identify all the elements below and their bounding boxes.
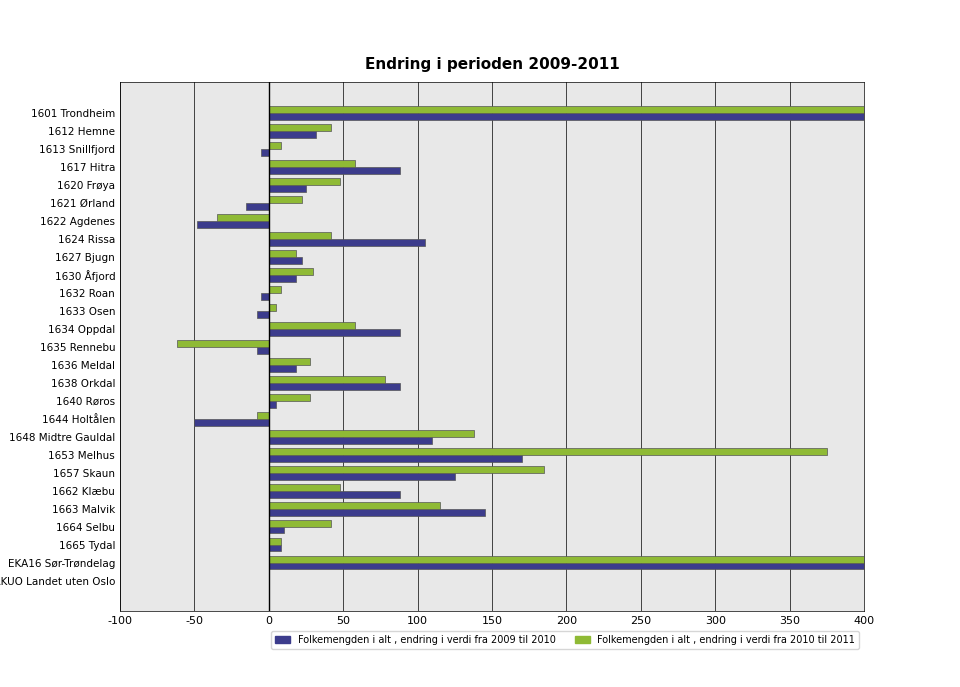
Bar [269,239,425,246]
Bar [269,466,544,473]
Bar [269,437,432,444]
Bar [269,401,276,407]
Bar [269,286,280,293]
Bar [269,455,522,462]
Bar [269,160,355,167]
Bar [269,520,331,527]
Legend: Folkemengden i alt , endring i verdi fra 2009 til 2010, Folkemengden i alt , end: Folkemengden i alt , endring i verdi fra… [272,631,859,649]
Bar [194,419,269,426]
Bar [217,214,269,221]
Bar [269,275,296,282]
Bar [269,365,296,372]
Bar [261,293,269,300]
Bar [269,304,276,311]
Bar [269,268,313,275]
Bar [269,257,301,264]
Bar [269,508,485,515]
Bar [269,545,280,552]
Bar [269,185,306,192]
Bar [269,142,280,149]
Bar [247,203,269,210]
Bar [269,113,960,120]
Bar [269,556,960,563]
Bar [269,179,340,185]
Bar [257,347,269,354]
Bar [269,430,474,437]
Bar [269,196,301,203]
Bar [269,527,284,534]
Bar [269,538,280,545]
Bar [269,448,827,455]
Bar [269,394,310,401]
Bar [269,358,310,365]
Bar [269,563,960,570]
Bar [269,491,399,497]
Bar [269,131,317,138]
Bar [269,322,355,329]
Bar [269,383,399,390]
Bar [269,484,340,491]
Bar [269,167,399,174]
Bar [198,221,269,228]
Bar [257,311,269,318]
Bar [269,376,385,383]
Bar [177,340,269,347]
Bar [261,149,269,156]
Title: Endring i perioden 2009-2011: Endring i perioden 2009-2011 [365,56,619,71]
Bar [269,473,455,480]
Bar [269,124,331,131]
Bar [257,412,269,419]
Bar [269,106,960,113]
Bar [269,250,296,257]
Bar [269,232,331,239]
Bar [269,329,399,336]
Bar [269,502,440,508]
